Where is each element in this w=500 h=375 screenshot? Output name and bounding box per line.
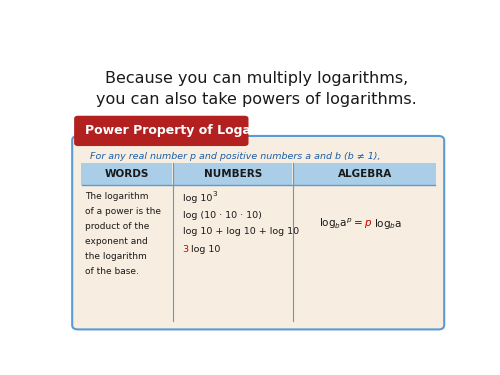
Text: Power Property of Logarithms: Power Property of Logarithms (85, 123, 296, 136)
Text: log (10 · 10 · 10): log (10 · 10 · 10) (182, 211, 262, 220)
Text: ALGEBRA: ALGEBRA (338, 169, 392, 179)
Text: product of the: product of the (84, 222, 149, 231)
Text: NUMBERS: NUMBERS (204, 169, 262, 179)
Text: of a power is the: of a power is the (84, 207, 160, 216)
Text: The logarithm: The logarithm (84, 192, 148, 201)
Text: log 10: log 10 (182, 194, 212, 203)
Text: 3: 3 (213, 191, 218, 197)
Text: WORDS: WORDS (104, 169, 148, 179)
Text: you can also take powers of logarithms.: you can also take powers of logarithms. (96, 92, 416, 107)
Text: $\mathregular{log}_b\mathregular{a}^p = $: $\mathregular{log}_b\mathregular{a}^p = … (319, 217, 363, 231)
FancyBboxPatch shape (74, 116, 248, 146)
Text: exponent and: exponent and (84, 237, 148, 246)
Text: 3: 3 (182, 244, 189, 254)
Text: For any real number p and positive numbers a and b (b ≠ 1),: For any real number p and positive numbe… (90, 152, 380, 160)
Text: of the base.: of the base. (84, 267, 138, 276)
FancyBboxPatch shape (294, 164, 436, 185)
Text: $\mathregular{log}_b\mathregular{a}$: $\mathregular{log}_b\mathregular{a}$ (374, 217, 403, 231)
FancyBboxPatch shape (72, 136, 444, 329)
Text: log 10 + log 10 + log 10: log 10 + log 10 + log 10 (182, 227, 299, 236)
Text: the logarithm: the logarithm (84, 252, 146, 261)
FancyBboxPatch shape (80, 164, 172, 185)
Text: Because you can multiply logarithms,: Because you can multiply logarithms, (104, 71, 408, 86)
FancyBboxPatch shape (174, 164, 292, 185)
Text: $p$: $p$ (364, 218, 372, 230)
Text: log 10: log 10 (191, 244, 220, 254)
